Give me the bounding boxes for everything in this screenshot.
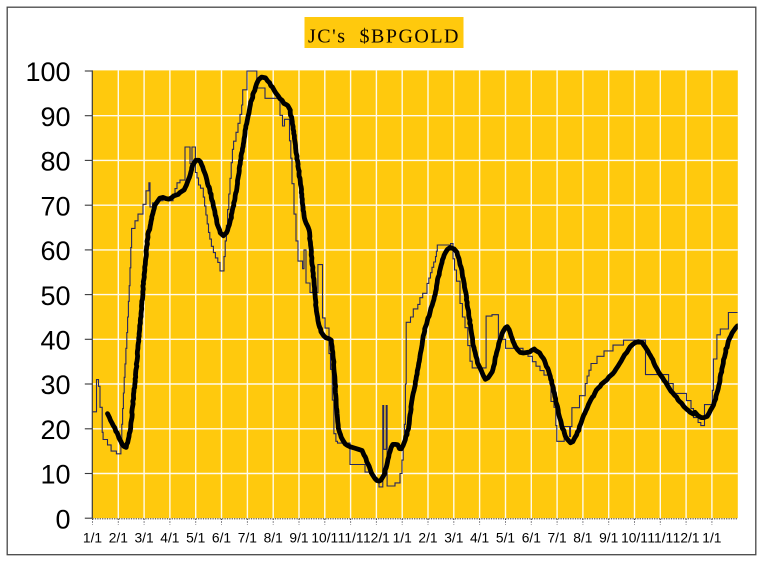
svg-text:4/1: 4/1 [470,531,489,546]
svg-text:30: 30 [40,370,70,400]
svg-text:11/1: 11/1 [647,531,673,546]
svg-text:60: 60 [40,236,70,266]
svg-text:90: 90 [40,102,70,132]
svg-text:10/1: 10/1 [621,531,648,546]
svg-text:7/1: 7/1 [238,531,257,546]
svg-text:12/1: 12/1 [363,531,390,546]
svg-text:8/1: 8/1 [264,531,283,546]
svg-text:12/1: 12/1 [673,531,700,546]
svg-text:11/1: 11/1 [338,531,364,546]
svg-text:3/1: 3/1 [444,531,463,546]
svg-text:1/1: 1/1 [702,531,721,546]
svg-text:40: 40 [40,326,70,356]
svg-text:50: 50 [40,281,70,311]
svg-text:20: 20 [40,415,70,445]
svg-text:6/1: 6/1 [212,531,231,546]
svg-text:1/1: 1/1 [393,531,412,546]
svg-text:80: 80 [40,147,70,177]
svg-text:10/1: 10/1 [311,531,338,546]
svg-text:3/1: 3/1 [135,531,154,546]
svg-text:70: 70 [40,191,70,221]
svg-text:0: 0 [55,504,70,534]
svg-text:6/1: 6/1 [522,531,541,546]
svg-text:9/1: 9/1 [289,531,308,546]
svg-text:5/1: 5/1 [186,531,205,546]
svg-text:1/1: 1/1 [83,531,102,546]
svg-text:2/1: 2/1 [418,531,437,546]
svg-text:4/1: 4/1 [160,531,179,546]
svg-text:10: 10 [40,460,70,490]
svg-text:5/1: 5/1 [496,531,515,546]
svg-text:2/1: 2/1 [109,531,128,546]
svg-text:100: 100 [25,57,70,87]
svg-text:JC's $BPGOLD: JC's $BPGOLD [308,26,460,48]
svg-text:9/1: 9/1 [599,531,618,546]
svg-text:7/1: 7/1 [548,531,567,546]
svg-text:8/1: 8/1 [573,531,592,546]
